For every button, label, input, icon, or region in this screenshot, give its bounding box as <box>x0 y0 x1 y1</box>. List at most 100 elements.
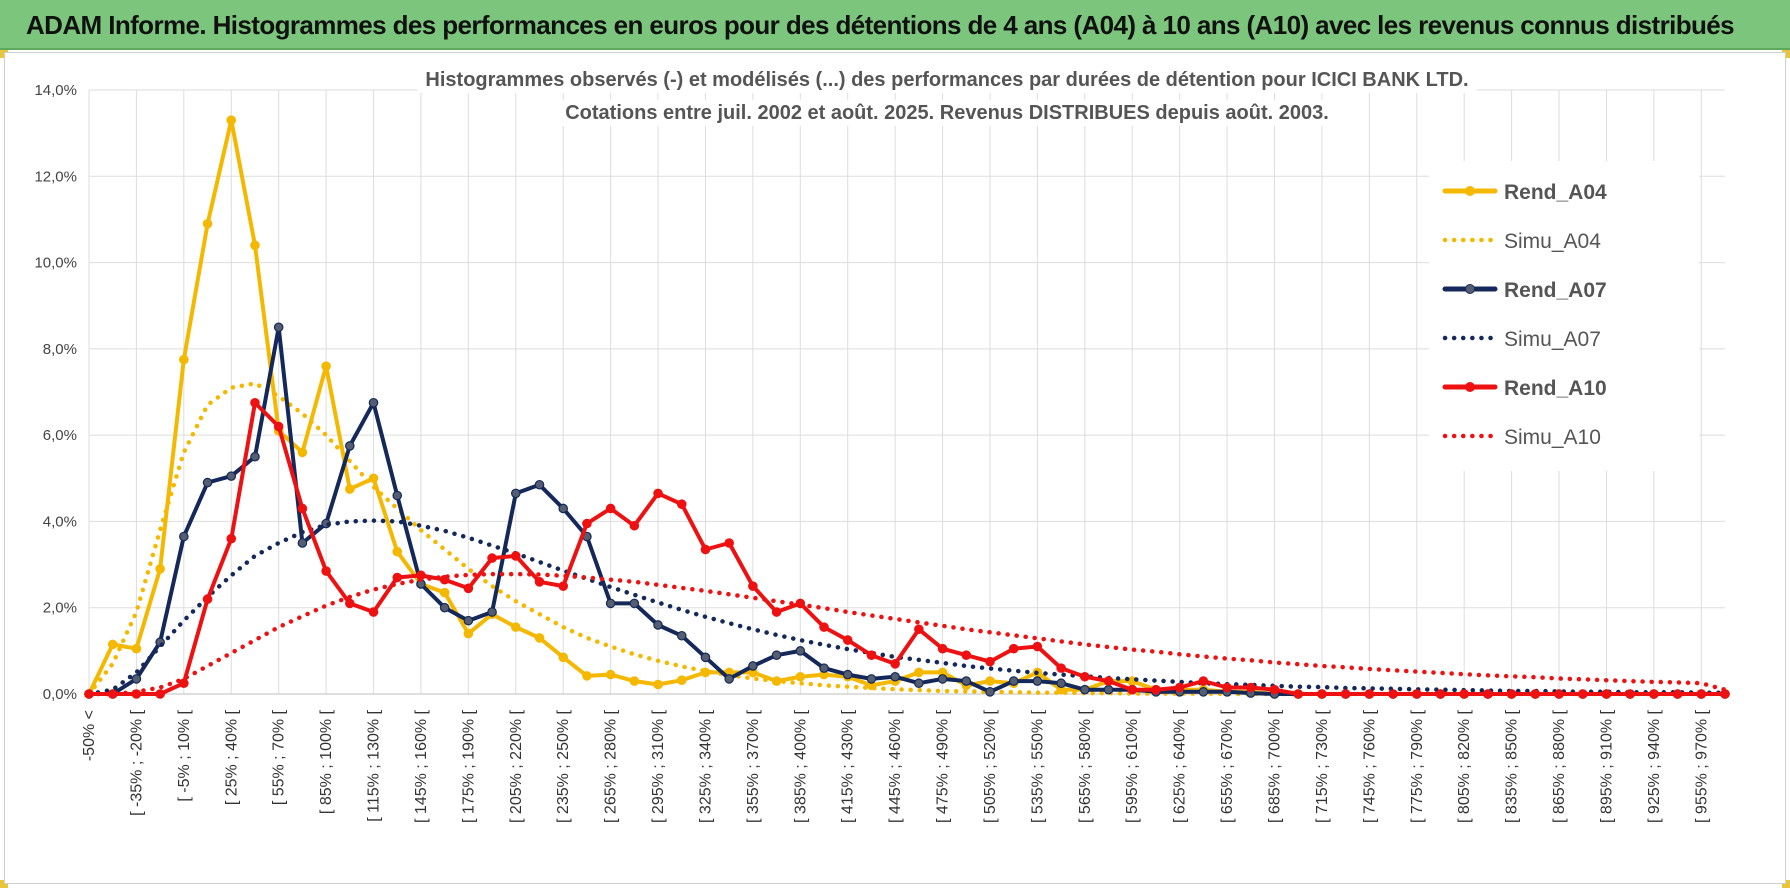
data-point <box>250 397 260 408</box>
x-tick-label: [ 865% ; 880% [ <box>1551 709 1568 823</box>
x-tick-label: [ 505% ; 520% [ <box>982 709 999 823</box>
data-point <box>534 633 545 643</box>
x-tick-label: [ 205% ; 220% [ <box>508 709 525 823</box>
data-point <box>250 240 260 251</box>
data-point <box>1483 689 1493 699</box>
data-point <box>1435 689 1446 699</box>
x-tick-label: [ 355% ; 370% [ <box>745 709 762 823</box>
x-tick-label: [ 565% ; 580% [ <box>1077 709 1094 823</box>
data-point <box>819 663 829 673</box>
data-point <box>226 533 237 544</box>
x-tick-label: [ 925% ; 940% [ <box>1646 709 1663 823</box>
data-point <box>487 553 497 563</box>
data-point <box>914 624 924 635</box>
data-point <box>724 538 734 548</box>
data-point <box>297 503 308 514</box>
data-point <box>937 643 948 654</box>
data-point <box>985 656 995 667</box>
legend-label: Rend_A07 <box>1504 279 1607 302</box>
data-point <box>1411 689 1422 699</box>
data-point <box>558 581 569 591</box>
data-point <box>439 602 450 613</box>
corner-mark-bottom-left <box>0 880 8 888</box>
data-point <box>1696 689 1707 699</box>
data-point <box>1269 684 1280 695</box>
y-tick-label: 10,0% <box>34 255 77 272</box>
data-point <box>1506 689 1517 699</box>
x-tick-label: [ -35% ; -20% [ <box>128 709 145 815</box>
data-point <box>250 451 260 462</box>
data-point <box>1293 689 1304 699</box>
data-point <box>273 421 284 432</box>
data-point <box>605 598 616 609</box>
chart-area: 0,0% 2,0% 4,0% 6,0% 8,0% 10,0% 12,0% 14,0% Histo… <box>4 52 1786 884</box>
x-tick-label: [ 265% ; 280% [ <box>603 709 620 823</box>
data-point <box>345 598 355 609</box>
data-point <box>842 669 853 680</box>
data-point <box>534 479 545 490</box>
data-point <box>1672 689 1683 699</box>
data-point <box>629 520 640 531</box>
x-tick-label: [ 775% ; 790% [ <box>1409 709 1426 823</box>
x-tick-label: [ 685% ; 700% [ <box>1267 709 1284 823</box>
data-point <box>1459 689 1469 699</box>
data-point <box>463 628 474 639</box>
data-point <box>1601 689 1612 699</box>
data-point <box>1530 689 1541 699</box>
data-point <box>202 594 213 604</box>
data-point <box>629 598 640 609</box>
chart-subtitle-background <box>557 100 1337 126</box>
x-tick-label: [ 175% ; 190% [ <box>460 709 477 823</box>
data-point <box>676 499 687 509</box>
data-point <box>1008 643 1019 654</box>
data-point <box>107 639 118 650</box>
x-tick-label: [ 535% ; 550% [ <box>1029 709 1046 823</box>
data-point <box>392 572 403 583</box>
histogram-chart: 0,0% 2,0% 4,0% 6,0% 8,0% 10,0% 12,0% 14,0% Histo… <box>34 67 1730 823</box>
series-line-rend-a10 <box>87 400 1727 696</box>
x-tick-label: [ 55% ; 70% [ <box>271 709 288 805</box>
series-line-simu-a10 <box>86 571 1728 697</box>
data-point <box>179 354 189 365</box>
data-point <box>155 564 165 574</box>
data-point <box>345 441 355 451</box>
data-point <box>1388 689 1398 699</box>
data-point <box>368 607 379 617</box>
data-point <box>937 674 948 684</box>
x-tick-label: [ 295% ; 310% [ <box>650 709 667 823</box>
data-point <box>1245 682 1256 693</box>
x-tick-label: [ 445% ; 460% [ <box>887 709 904 823</box>
data-point <box>510 622 521 632</box>
x-tick-label: [ 655% ; 670% [ <box>1219 709 1236 823</box>
data-point <box>345 484 355 494</box>
corner-mark-bottom-right <box>1782 880 1790 888</box>
data-point <box>463 615 474 626</box>
x-tick-label: [ 895% ; 910% [ <box>1598 709 1615 823</box>
x-tick-label: [ 955% ; 970% [ <box>1693 709 1710 823</box>
data-point <box>510 488 521 499</box>
legend-marker <box>1465 284 1475 294</box>
y-tick-label: 0,0% <box>43 686 77 703</box>
data-point <box>605 503 616 514</box>
data-point <box>321 361 331 371</box>
data-point <box>1080 671 1090 682</box>
data-point <box>961 676 972 686</box>
y-tick-label: 12,0% <box>34 168 77 185</box>
data-point <box>368 473 379 484</box>
data-point <box>795 671 806 682</box>
data-point <box>1222 682 1232 693</box>
data-point <box>582 518 592 529</box>
data-point <box>321 566 331 576</box>
data-point <box>1032 641 1043 652</box>
data-point <box>463 583 474 594</box>
data-point <box>819 622 829 632</box>
data-point <box>1103 676 1114 686</box>
y-tick-label: 2,0% <box>43 600 77 617</box>
data-point <box>890 671 900 682</box>
data-point <box>700 652 711 663</box>
data-point <box>534 577 545 587</box>
data-point <box>439 587 450 598</box>
x-tick-label: [ 415% ; 430% [ <box>840 709 857 823</box>
data-point <box>1032 676 1043 686</box>
